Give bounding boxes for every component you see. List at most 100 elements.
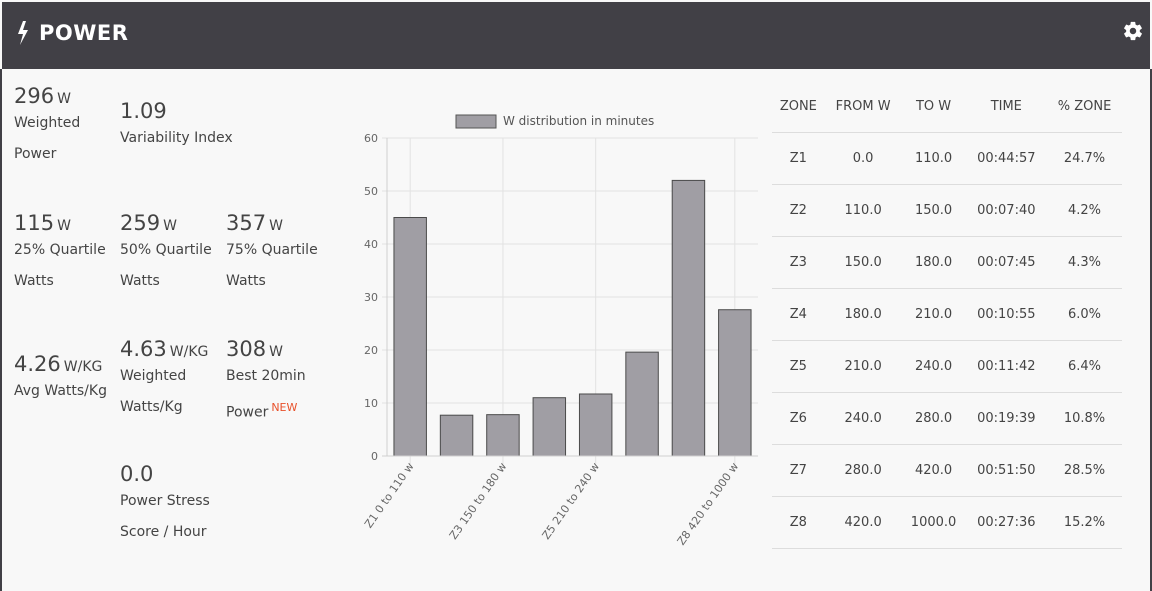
- metric-unit: W/KG: [169, 344, 209, 360]
- cell-from-w: 210.0: [824, 340, 902, 393]
- panel-title: POWER: [39, 21, 129, 45]
- cell-time: 00:10:55: [965, 288, 1048, 341]
- header-zone: ZONE: [772, 80, 825, 133]
- cell-time: 00:07:45: [965, 236, 1048, 289]
- metric-label: Score / Hour: [120, 524, 207, 540]
- cell-time: 00:07:40: [965, 184, 1048, 237]
- panel-header: POWER: [2, 2, 1150, 69]
- cell-to-w: 240.0: [901, 340, 966, 393]
- bar: [578, 393, 613, 457]
- table-row: Z8 420.0 1000.0 00:27:36 15.2%: [772, 496, 1122, 549]
- table-row: Z5 210.0 240.0 00:11:42 6.4%: [772, 340, 1122, 393]
- table-header-row: ZONE FROM W TO W TIME % ZONE: [772, 80, 1122, 133]
- cell-from-w: 110.0: [824, 184, 902, 237]
- chart-x-axis: Z1 0 to 110 w Z3 150 to 180 w Z5 210 to 24…: [362, 455, 758, 546]
- zones-table: ZONE FROM W TO W TIME % ZONE Z1 0.0 110.0 0…: [772, 80, 1122, 549]
- metric-label: Watts: [226, 273, 266, 289]
- cell-time: 00:19:39: [965, 392, 1048, 445]
- bar: [439, 414, 474, 457]
- cell-zone: Z5: [772, 340, 825, 393]
- metric-variability-index: 1.09 Variability Index: [120, 99, 233, 154]
- metric-label: Power: [226, 404, 269, 421]
- panel-border-left: [0, 69, 2, 591]
- power-distribution-chart: 0 10 20 30 40 50 60 Z1 0 to 110 w Z3 150 to 180…: [362, 114, 758, 546]
- legend-swatch: [455, 114, 497, 129]
- y-tick-label: 20: [364, 344, 378, 357]
- table-row: Z1 0.0 110.0 00:44:57 24.7%: [772, 132, 1122, 185]
- bar: [393, 217, 427, 457]
- cell-time: 00:51:50: [965, 444, 1048, 497]
- y-tick-label: 10: [364, 397, 378, 410]
- metric-label: Power Stress: [120, 493, 210, 509]
- cell-pct-zone: 4.2%: [1047, 184, 1122, 237]
- bar: [625, 351, 659, 457]
- metric-value: 308: [226, 337, 267, 361]
- metric-label: Variability Index: [120, 130, 233, 146]
- metric-unit: W: [57, 218, 71, 234]
- cell-time: 00:27:36: [965, 496, 1048, 549]
- cell-pct-zone: 28.5%: [1047, 444, 1122, 497]
- x-tick-label: Z8 420 to 1000 w: [675, 460, 742, 546]
- cell-pct-zone: 6.4%: [1047, 340, 1122, 393]
- metric-quartile-50: 259 W 50% Quartile Watts: [120, 211, 212, 297]
- cell-zone: Z1: [772, 132, 825, 185]
- cell-pct-zone: 4.3%: [1047, 236, 1122, 289]
- metric-value: 357: [226, 211, 267, 235]
- metric-label: Watts: [14, 273, 54, 289]
- header-time: TIME: [965, 80, 1048, 133]
- cell-zone: Z2: [772, 184, 825, 237]
- cell-time: 00:44:57: [965, 132, 1048, 185]
- metric-value: 259: [120, 211, 161, 235]
- metric-unit: W/KG: [63, 359, 103, 375]
- metric-best-20min: 308 W Best 20min Power NEW: [226, 337, 306, 429]
- cell-from-w: 240.0: [824, 392, 902, 445]
- y-tick-label: 50: [364, 185, 378, 198]
- metric-weighted-wkg: 4.63 W/KG Weighted Watts/Kg: [120, 337, 208, 423]
- cell-to-w: 210.0: [901, 288, 966, 341]
- header-pct-zone: % ZONE: [1047, 80, 1122, 133]
- chart-bars: [393, 179, 752, 457]
- metric-label: Weighted: [14, 115, 81, 131]
- metric-label: 50% Quartile: [120, 242, 212, 258]
- panel-border-right: [1150, 69, 1152, 591]
- metric-unit: W: [269, 218, 283, 234]
- cell-zone: Z4: [772, 288, 825, 341]
- cell-to-w: 280.0: [901, 392, 966, 445]
- y-tick-label: 60: [364, 132, 378, 145]
- bar: [671, 179, 706, 457]
- cell-to-w: 420.0: [901, 444, 966, 497]
- bar: [532, 397, 567, 457]
- cell-pct-zone: 24.7%: [1047, 132, 1122, 185]
- metric-unit: W: [57, 91, 71, 107]
- metric-label: 25% Quartile: [14, 242, 106, 258]
- cell-time: 00:11:42: [965, 340, 1048, 393]
- cell-pct-zone: 15.2%: [1047, 496, 1122, 549]
- metric-value: 0.0: [120, 462, 154, 486]
- metric-label: Watts/Kg: [120, 399, 183, 415]
- chart-y-axis: 0 10 20 30 40 50 60: [364, 132, 388, 463]
- metric-label: Best 20min: [226, 368, 306, 384]
- bar: [486, 414, 520, 457]
- metric-value: 296: [14, 84, 55, 108]
- metric-unit: W: [163, 218, 177, 234]
- x-tick-label: Z5 210 to 240 w: [540, 460, 603, 542]
- metric-label: Power: [14, 146, 57, 162]
- chart-legend: W distribution in minutes: [455, 114, 654, 129]
- y-tick-label: 40: [364, 238, 378, 251]
- cell-to-w: 150.0: [901, 184, 966, 237]
- table-row: Z2 110.0 150.0 00:07:40 4.2%: [772, 184, 1122, 237]
- metric-quartile-75: 357 W 75% Quartile Watts: [226, 211, 318, 297]
- cell-to-w: 180.0: [901, 236, 966, 289]
- table-row: Z4 180.0 210.0 00:10:55 6.0%: [772, 288, 1122, 341]
- bolt-icon: [18, 21, 28, 45]
- y-tick-label: 0: [371, 450, 378, 463]
- gear-icon[interactable]: [1122, 20, 1144, 42]
- metric-quartile-25: 115 W 25% Quartile Watts: [14, 211, 106, 297]
- cell-from-w: 420.0: [824, 496, 902, 549]
- new-badge: NEW: [271, 401, 298, 414]
- cell-to-w: 110.0: [901, 132, 966, 185]
- metric-label: 75% Quartile: [226, 242, 318, 258]
- cell-pct-zone: 10.8%: [1047, 392, 1122, 445]
- table-row: Z7 280.0 420.0 00:51:50 28.5%: [772, 444, 1122, 497]
- metric-value: 4.26: [14, 352, 61, 376]
